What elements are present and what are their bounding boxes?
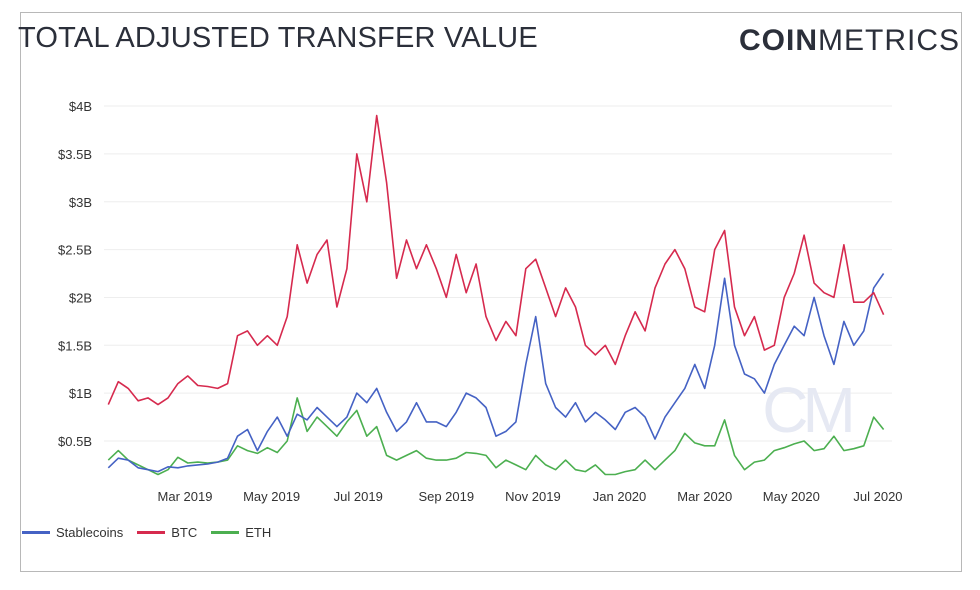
series-line-eth [107,397,885,476]
legend-item-eth[interactable]: ETH [211,525,271,540]
y-tick-label: $3B [69,195,92,210]
chart-card [20,12,962,572]
y-tick-label: $2.5B [58,243,92,258]
logo-light-text: METRICS [818,24,960,57]
chart-title: TOTAL ADJUSTED TRANSFER VALUE [18,22,538,54]
legend-item-btc[interactable]: BTC [137,525,197,540]
x-tick-label: Jan 2020 [593,489,647,504]
y-tick-label: $2B [69,290,92,305]
x-tick-label: Nov 2019 [505,489,561,504]
x-tick-label: Jul 2019 [334,489,383,504]
series-line-btc [107,114,885,406]
x-tick-label: Jul 2020 [853,489,902,504]
legend-swatch [22,531,50,534]
x-tick-label: May 2019 [243,489,300,504]
legend-label: BTC [171,525,198,540]
series-line-stablecoins [107,273,885,473]
y-tick-label: $1.5B [58,338,92,353]
legend-label: ETH [245,525,272,540]
x-tick-label: Mar 2020 [677,489,732,504]
logo-bold-text: COIN [739,24,818,57]
legend-item-stablecoins[interactable]: Stablecoins [22,525,123,540]
legend: Stablecoins BTC ETH [22,525,271,540]
x-tick-label: Mar 2019 [158,489,213,504]
legend-swatch [137,531,166,534]
legend-swatch [211,531,240,534]
legend-label: Stablecoins [56,525,124,540]
x-tick-label: Sep 2019 [418,489,474,504]
y-tick-label: $0.5B [58,434,92,449]
coinmetrics-logo: COINMETRICS [739,24,960,58]
y-tick-label: $3.5B [58,147,92,162]
cm-watermark: CM [762,374,851,446]
y-tick-label: $4B [69,99,92,114]
x-tick-label: May 2020 [763,489,820,504]
y-tick-label: $1B [69,386,92,401]
